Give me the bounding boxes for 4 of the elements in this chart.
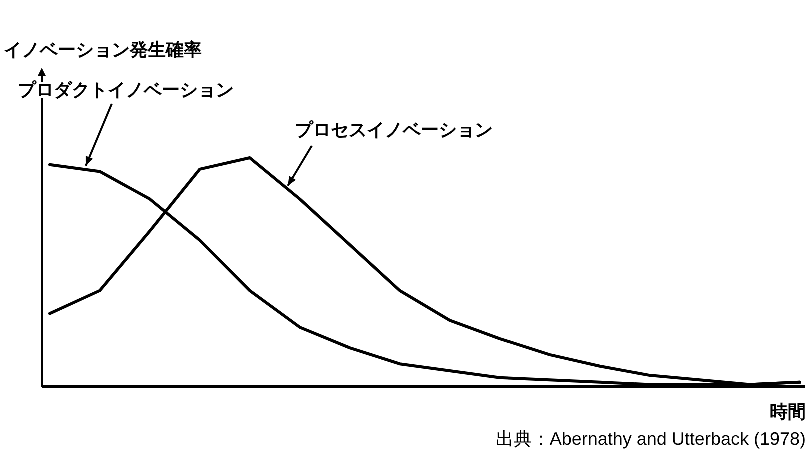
x-axis-title: 時間: [770, 402, 806, 422]
text: プロセスイノベーション: [295, 120, 493, 140]
text: イノベーション発生確率: [4, 40, 202, 60]
source-note: 出典：Abernathy and Utterback (1978): [496, 429, 806, 449]
